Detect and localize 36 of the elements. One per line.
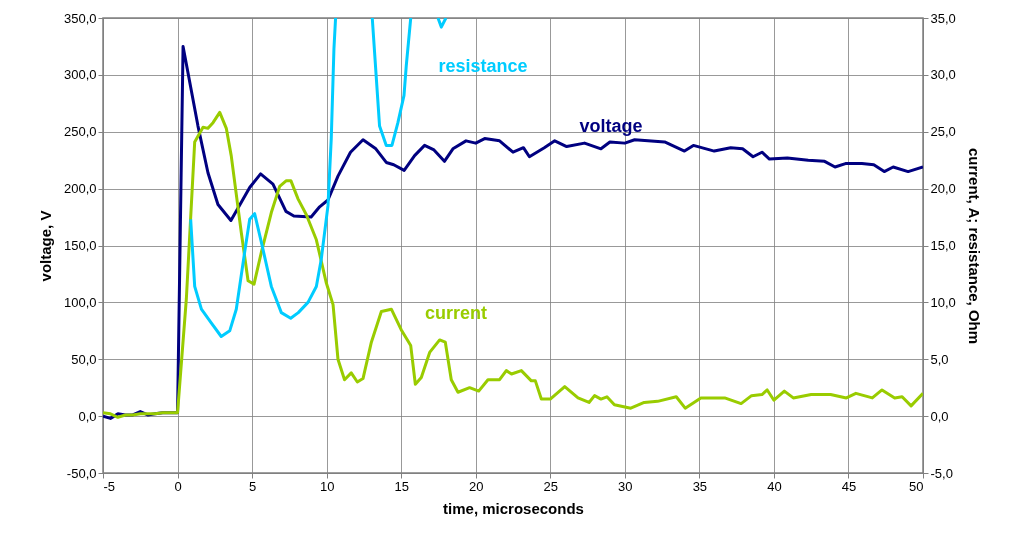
x-tick-label: 10 [319,478,335,494]
x-tick-label: 45 [841,478,857,494]
x-tick-label: 15 [394,478,409,494]
series-label: current [424,303,488,323]
x-tick-label: 5 [248,478,257,494]
x-axis-title: time, microseconds [443,499,584,517]
y2-axis-title: current, A; resistance, Ohm [965,147,983,345]
y2-tick-label: 15,0 [930,238,956,253]
y-tick-label: 350,0 [63,10,97,26]
y2-tick-label: 0,0 [930,408,949,424]
y2-tick-label: -5,0 [930,465,953,481]
y2-tick-label: 25,0 [930,124,956,140]
x-tick-label: 30 [618,478,633,494]
y-tick-label: 200,0 [63,181,97,197]
y-tick-label: 0,0 [78,408,97,424]
y2-tick-label: 30,0 [930,67,956,83]
x-tick-label: -5 [103,478,116,494]
y2-tick-label: 10,0 [930,294,956,310]
y-tick-label: 250,0 [63,124,97,140]
y2-tick-label: 20,0 [930,181,956,197]
y-axis-title: voltage, V [36,210,54,282]
x-tick-label: 20 [468,478,484,494]
x-tick-label: 35 [692,478,708,494]
y-tick-label: 300,0 [63,67,97,83]
y-tick-label: 150,0 [63,238,97,253]
x-tick-label: 50 [909,478,924,494]
y-tick-label: 50,0 [71,351,97,367]
y-tick-label: -50,0 [66,465,97,481]
y2-tick-label: 5,0 [930,351,949,367]
series-label: voltage [579,116,643,136]
y2-tick-label: 35,0 [930,10,956,26]
x-tick-label: 0 [174,478,182,494]
y-tick-label: 100,0 [63,294,97,310]
x-tick-label: 40 [767,478,782,494]
x-tick-label: 25 [543,478,559,494]
series-label: resistance [438,56,528,76]
